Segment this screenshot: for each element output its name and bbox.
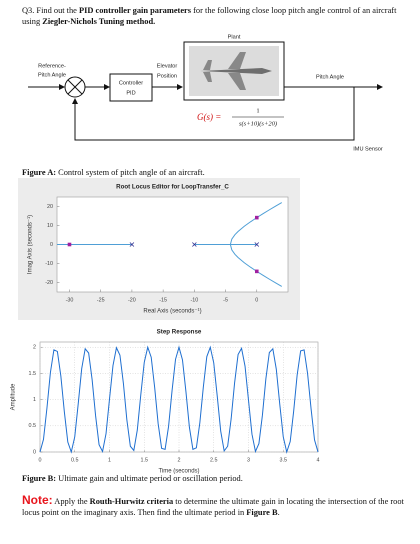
x-tick-label: 3.5 [280, 457, 288, 463]
chart-title: Root Locus Editor for LoopTransfer_C [116, 184, 229, 191]
plant-label: Plant [228, 34, 241, 40]
y-tick-label: -10 [45, 261, 53, 267]
actuator-label: Elevator [157, 63, 178, 69]
y-tick-label: 1.5 [29, 371, 37, 377]
bold-text: Figure B [246, 508, 278, 517]
actuator-label: Position [157, 73, 177, 79]
note-label: Note: [22, 493, 53, 507]
x-tick-label: 0 [39, 457, 42, 463]
text: Control system of pitch angle of an airc… [56, 168, 205, 177]
closed-loop-pole [254, 215, 259, 220]
data-line [229, 202, 283, 245]
input-label: Pitch Angle [38, 72, 66, 78]
feedback-path [72, 87, 355, 141]
x-tick-label: 4 [317, 457, 320, 463]
junction-cross [67, 79, 83, 95]
bold-text: PID controller gain parameters [79, 6, 192, 15]
y-tick-label: 0.5 [29, 423, 37, 429]
closed-loop-pole [254, 269, 259, 274]
question: Q3. Find out the PID controller gain par… [22, 5, 407, 27]
bold-text: Figure A: [22, 168, 57, 177]
text: Ultimate gain and ultimate period or osc… [56, 474, 243, 483]
text: . [277, 508, 280, 517]
figure-b-caption: Figure B: Ultimate gain and ultimate per… [22, 473, 407, 484]
wings [228, 52, 246, 90]
open-loop-pole [192, 242, 197, 247]
closed-loop-pole [67, 242, 72, 247]
input-label: Reference- [38, 63, 66, 69]
bold-text: Routh-Hurwitz criteria [89, 497, 174, 506]
chart-title: Step Response [157, 329, 202, 336]
x-tick-label: 2.5 [210, 457, 218, 463]
bold-text: Ziegler-Nichols Tuning method. [42, 17, 156, 26]
open-loop-pole [129, 242, 135, 247]
transfer-denominator: s(s+10)(s+20) [239, 120, 277, 127]
figure-a-caption: Figure A: Control system of pitch angle … [22, 167, 407, 178]
text: Q3. Find out the [22, 6, 79, 15]
tail [203, 60, 212, 82]
y-tick-label: -20 [45, 280, 53, 286]
x-tick-label: -10 [190, 297, 198, 303]
y-tick-label: 20 [47, 204, 53, 210]
x-tick-label: 1 [108, 457, 111, 463]
x-tick-label: 1.5 [141, 457, 149, 463]
fuselage [200, 68, 272, 74]
x-tick-label: -25 [97, 297, 105, 303]
x-axis-label: Real Axis (seconds⁻¹) [143, 309, 201, 315]
transfer-lhs: G(s) = [197, 112, 221, 122]
open-loop-pole [254, 242, 260, 247]
controller-box [109, 73, 153, 102]
aircraft-image [189, 46, 279, 96]
note: Note: Apply the Routh-Hurwitz criteria t… [22, 493, 407, 518]
x-tick-label: -30 [66, 297, 74, 303]
x-tick-label: -20 [128, 297, 136, 303]
text: Apply the [52, 497, 90, 506]
x-tick-label: -5 [223, 297, 228, 303]
y-tick-label: 0 [33, 449, 36, 455]
controller-label: Controller [119, 80, 143, 86]
x-tick-label: 2 [178, 457, 181, 463]
y-tick-label: 2 [33, 345, 36, 351]
sensor-label: IMU Sensor [353, 146, 383, 152]
bold-text: Figure B: [22, 474, 57, 483]
data-line [39, 345, 319, 454]
output-label: Pitch Angle [316, 74, 344, 80]
x-tick-label: -15 [159, 297, 167, 303]
x-tick-label: 0.5 [71, 457, 79, 463]
data-line [229, 244, 283, 287]
y-axis-label: Amplitude [11, 383, 17, 410]
x-tick-label: 0 [255, 297, 258, 303]
x-axis-label: Time (seconds) [158, 469, 199, 475]
controller-label: PID [126, 90, 135, 96]
text: to determine the ultimate gain in locati… [22, 497, 404, 517]
y-tick-label: 0 [50, 242, 53, 248]
text: for the following close loop pitch angle… [22, 6, 397, 26]
y-tick-label: 10 [47, 223, 53, 229]
y-tick-label: 1 [33, 397, 36, 403]
transfer-numerator: 1 [256, 107, 259, 114]
x-tick-label: 3 [247, 457, 250, 463]
y-axis-label: Imag Axis (seconds⁻¹) [28, 215, 34, 274]
